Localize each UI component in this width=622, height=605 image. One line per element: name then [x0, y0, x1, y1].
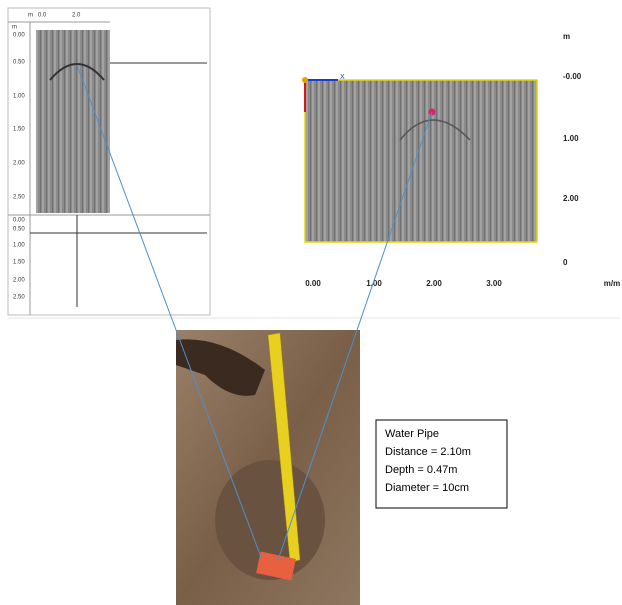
left-panel: m 0.0 2.0 m 0.00 0.50 1.00 1.50 2.00 2.5… — [8, 8, 210, 315]
annotation-line: Depth = 0.47m — [385, 464, 457, 476]
distance-label: 3.00 — [486, 279, 502, 288]
depth-label: 1.50 — [13, 260, 25, 266]
depth-label: 2.50 — [13, 295, 25, 301]
distance-label: 2.00 — [426, 279, 442, 288]
unit-label: m — [563, 32, 570, 41]
right-panel: X m -0.00 1.00 2.00 0 0.00 1.00 2.00 3.0… — [302, 32, 620, 288]
depth-label: 1.00 — [13, 94, 25, 100]
photo — [176, 330, 360, 605]
distance-unit: m/m — [604, 279, 620, 288]
figure: m 0.0 2.0 m 0.00 0.50 1.00 1.50 2.00 2.5… — [0, 0, 622, 605]
x-label: 2.0 — [72, 13, 81, 19]
axis-marker: X — [340, 74, 345, 81]
depth-label: 2.00 — [13, 161, 25, 167]
origin — [302, 77, 308, 83]
depth-label: 1.50 — [13, 127, 25, 133]
annotation-line: Distance = 2.10m — [385, 446, 471, 458]
annotation-line: Diameter = 10cm — [385, 482, 469, 494]
depth-label: 2.50 — [13, 195, 25, 201]
x-label: 0.0 — [38, 13, 47, 19]
annotation: Water Pipe Distance = 2.10m Depth = 0.47… — [376, 420, 507, 508]
depth-label: 2.00 — [563, 194, 579, 203]
depth-label: 0.50 — [13, 60, 25, 66]
unit-label: m — [28, 13, 33, 19]
unit-label: m — [12, 25, 17, 31]
radargram — [36, 30, 110, 213]
depth-label: 0.50 — [13, 227, 25, 233]
depth-label: 0.00 — [13, 33, 25, 39]
depth-label: 1.00 — [563, 134, 579, 143]
radargram — [305, 80, 537, 242]
depth-label: 1.00 — [13, 243, 25, 249]
annotation-title: Water Pipe — [385, 428, 439, 440]
depth-label: 2.00 — [13, 278, 25, 284]
depth-label: 0.00 — [13, 218, 25, 224]
distance-label: 0.00 — [305, 279, 321, 288]
depth-label: 0 — [563, 258, 568, 267]
depth-label: -0.00 — [563, 72, 582, 81]
